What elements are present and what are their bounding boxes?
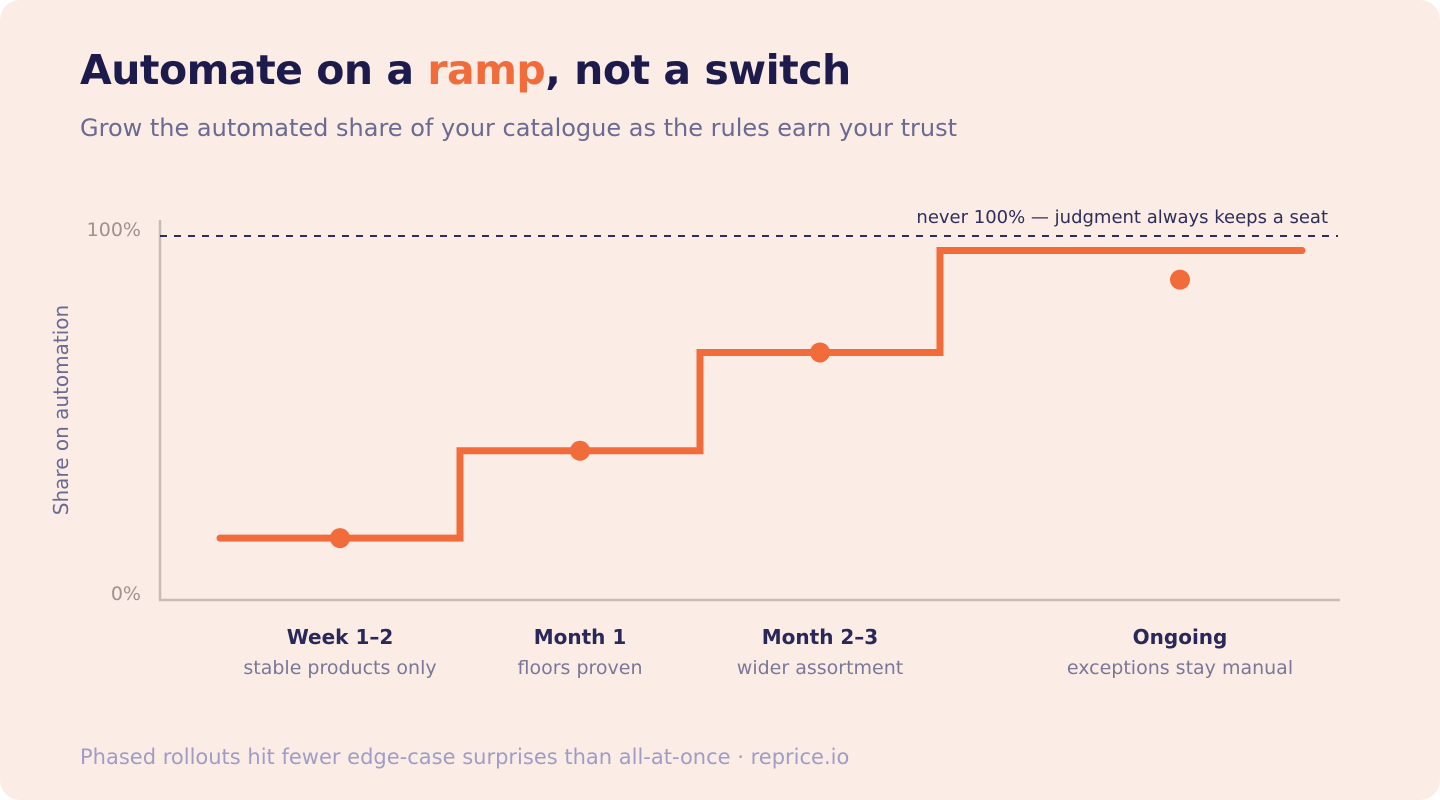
stage-note-2: floors proven bbox=[517, 657, 642, 679]
stage-label-1: Week 1–2 bbox=[287, 625, 394, 649]
stage-note-1: stable products only bbox=[243, 657, 436, 679]
y-tick-min: 0% bbox=[111, 583, 141, 605]
stage-point-3 bbox=[810, 342, 830, 363]
title-start: Automate on a bbox=[80, 46, 428, 94]
stage-label-4: Ongoing bbox=[1133, 625, 1228, 649]
automation-step-line bbox=[216, 247, 1306, 542]
chart-axes bbox=[158, 220, 1340, 602]
footer-note: Phased rollouts hit fewer edge-case surp… bbox=[80, 745, 850, 769]
chart-title: Automate on a ramp, not a switch bbox=[80, 46, 851, 94]
y-tick-max: 100% bbox=[87, 219, 141, 241]
title-accent-word: ramp bbox=[427, 46, 546, 94]
stage-label-2: Month 1 bbox=[534, 625, 627, 649]
stage-note-4: exceptions stay manual bbox=[1067, 657, 1293, 679]
stage-point-2 bbox=[570, 440, 590, 461]
reference-line-label: never 100% — judgment always keeps a sea… bbox=[916, 207, 1328, 228]
chart-subtitle: Grow the automated share of your catalog… bbox=[80, 114, 958, 142]
stage-point-4 bbox=[1170, 269, 1190, 290]
stage-point-1 bbox=[330, 528, 350, 549]
stage-note-3: wider assortment bbox=[737, 657, 903, 679]
y-axis-title: Share on automation bbox=[49, 305, 73, 515]
stage-label-3: Month 2–3 bbox=[762, 625, 878, 649]
title-end: , not a switch bbox=[545, 46, 851, 94]
